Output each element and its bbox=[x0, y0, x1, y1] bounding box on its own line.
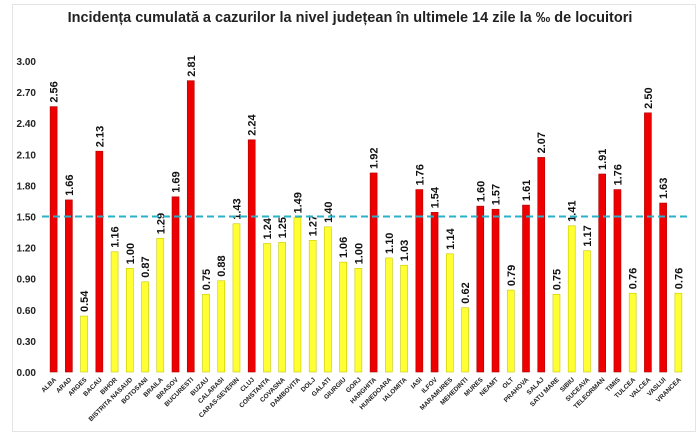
data-label: 1.40 bbox=[323, 201, 335, 222]
bar bbox=[552, 293, 561, 373]
y-tick-label: 2.70 bbox=[17, 88, 37, 99]
y-tick-label: 0.60 bbox=[17, 306, 37, 317]
data-label: 1.03 bbox=[399, 240, 411, 261]
bar bbox=[476, 205, 485, 373]
bar bbox=[400, 264, 408, 373]
data-label: 1.91 bbox=[597, 149, 609, 170]
bar bbox=[430, 212, 439, 373]
bar bbox=[324, 226, 332, 373]
bar bbox=[674, 292, 683, 373]
bar bbox=[171, 196, 180, 373]
data-label: 0.88 bbox=[216, 255, 228, 276]
bar bbox=[567, 225, 576, 373]
data-label: 1.66 bbox=[64, 174, 76, 195]
data-label: 1.06 bbox=[338, 237, 350, 258]
bar bbox=[461, 307, 469, 373]
bar bbox=[141, 281, 149, 373]
y-tick-label: 2.10 bbox=[17, 150, 37, 161]
bar bbox=[491, 208, 500, 373]
data-label: 1.92 bbox=[369, 148, 381, 169]
bar bbox=[263, 243, 271, 373]
data-label: 1.10 bbox=[384, 233, 396, 254]
data-label: 2.07 bbox=[536, 132, 548, 153]
bar bbox=[644, 112, 652, 373]
bar bbox=[354, 268, 363, 373]
data-label: 1.60 bbox=[475, 181, 487, 202]
bar bbox=[613, 189, 622, 373]
bar bbox=[126, 268, 134, 373]
bar bbox=[385, 257, 393, 373]
data-label: 0.75 bbox=[201, 269, 213, 290]
data-label: 0.54 bbox=[79, 290, 91, 312]
data-label: 1.61 bbox=[521, 180, 533, 201]
y-tick-label: 0.30 bbox=[17, 337, 37, 348]
bar bbox=[339, 261, 347, 373]
bar bbox=[232, 223, 241, 373]
bar bbox=[522, 204, 530, 373]
y-tick-label: 0.90 bbox=[17, 275, 37, 286]
bar bbox=[80, 315, 88, 373]
bar bbox=[628, 292, 637, 373]
bar bbox=[506, 289, 515, 373]
bar bbox=[583, 250, 591, 373]
bar bbox=[369, 172, 378, 373]
bar bbox=[659, 202, 667, 373]
data-label: 0.62 bbox=[460, 282, 472, 303]
bar bbox=[446, 253, 454, 373]
data-label: 1.27 bbox=[308, 215, 320, 236]
bar bbox=[202, 293, 210, 373]
data-label: 1.54 bbox=[430, 186, 442, 208]
data-label: 1.00 bbox=[353, 243, 365, 264]
data-label: 0.76 bbox=[628, 268, 640, 289]
data-label: 1.14 bbox=[445, 228, 457, 250]
bar bbox=[65, 199, 73, 373]
bar bbox=[247, 139, 256, 373]
bar bbox=[308, 240, 317, 373]
bar bbox=[537, 157, 546, 373]
y-tick-label: 2.40 bbox=[17, 119, 37, 130]
data-label: 1.76 bbox=[414, 164, 426, 185]
data-label: 0.79 bbox=[506, 265, 518, 286]
data-label: 2.50 bbox=[643, 87, 655, 108]
bar bbox=[186, 80, 195, 373]
data-label: 1.43 bbox=[231, 198, 243, 219]
data-label: 1.63 bbox=[658, 178, 670, 199]
data-label: 2.56 bbox=[49, 81, 61, 102]
chart-frame bbox=[12, 4, 696, 432]
y-tick-label: 1.20 bbox=[17, 244, 37, 255]
y-tick-label: 1.50 bbox=[17, 213, 37, 224]
data-label: 0.76 bbox=[673, 268, 685, 289]
data-label: 1.17 bbox=[582, 225, 594, 246]
data-label: 0.87 bbox=[140, 256, 152, 277]
y-tick-label: 3.00 bbox=[17, 57, 37, 68]
bar bbox=[598, 173, 606, 373]
data-label: 1.69 bbox=[171, 171, 183, 192]
data-label: 1.25 bbox=[277, 217, 289, 238]
bar bbox=[278, 242, 286, 373]
data-label: 2.24 bbox=[247, 113, 259, 135]
y-tick-label: 0.00 bbox=[17, 368, 37, 379]
data-label: 1.24 bbox=[262, 217, 274, 239]
bar bbox=[217, 280, 226, 373]
bar bbox=[95, 150, 104, 373]
data-label: 2.81 bbox=[186, 55, 198, 76]
data-label: 1.41 bbox=[567, 200, 579, 221]
chart-title: Incidența cumulată a cazurilor la nivel … bbox=[67, 10, 633, 26]
data-label: 1.00 bbox=[125, 243, 137, 264]
bar bbox=[49, 106, 58, 373]
y-tick-label: 1.80 bbox=[17, 181, 37, 192]
bar bbox=[293, 217, 302, 373]
data-label: 1.76 bbox=[612, 164, 624, 185]
data-label: 1.16 bbox=[110, 226, 122, 247]
data-label: 1.29 bbox=[155, 213, 167, 234]
bar bbox=[156, 237, 165, 373]
bar bbox=[110, 251, 119, 373]
data-label: 1.49 bbox=[292, 192, 304, 213]
bar bbox=[415, 189, 424, 373]
data-label: 2.13 bbox=[94, 126, 106, 147]
data-label: 1.57 bbox=[491, 184, 503, 205]
data-label: 0.75 bbox=[551, 269, 563, 290]
